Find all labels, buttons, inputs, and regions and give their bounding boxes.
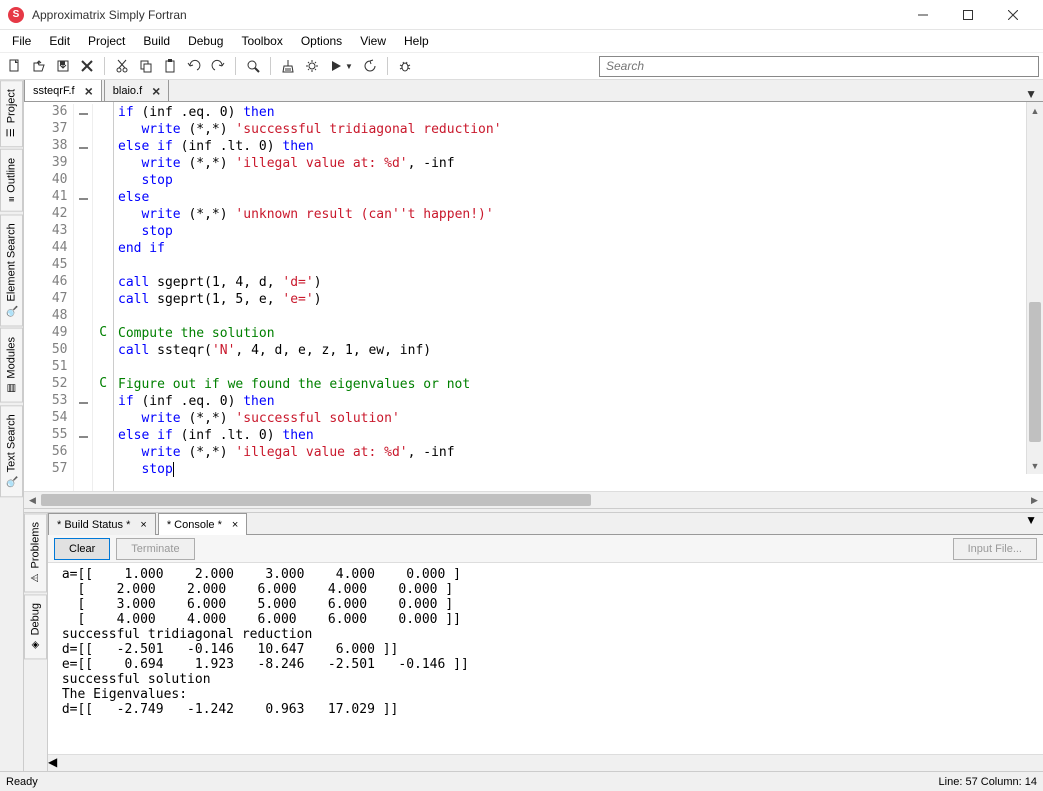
close-file-icon[interactable] [76,55,98,77]
clear-button[interactable]: Clear [54,538,110,560]
menu-debug[interactable]: Debug [180,32,231,50]
side-tab-outline[interactable]: ≡Outline [0,149,23,212]
side-tab-modules[interactable]: ▤Modules [0,328,23,403]
scrollbar-thumb-h[interactable] [41,494,591,506]
input-file-button[interactable]: Input File... [953,538,1037,560]
refresh-icon[interactable] [359,55,381,77]
window-title: Approximatrix Simply Fortran [32,8,900,22]
menu-project[interactable]: Project [80,32,133,50]
bottom-tab-bar: * Build Status * × * Console * × ▼ [48,513,1043,535]
editor-scrollbar-vertical[interactable]: ▲ ▼ [1026,102,1043,474]
menu-view[interactable]: View [352,32,394,50]
editor-gutter: 3637383940414243444546474849505152535455… [24,102,114,491]
copy-icon[interactable] [135,55,157,77]
editor-tab[interactable]: blaio.f × [104,80,170,101]
menu-file[interactable]: File [4,32,39,50]
bottom-side-tab-debug[interactable]: ◈Debug [24,594,47,659]
save-file-icon[interactable] [52,55,74,77]
menu-edit[interactable]: Edit [41,32,78,50]
close-icon[interactable]: × [140,519,146,531]
side-tab-element-search[interactable]: 🔍Element Search [0,214,23,326]
bottom-tabs-dropdown-icon[interactable]: ▼ [1019,513,1043,534]
tab-label: ssteqrF.f [33,85,75,97]
menu-options[interactable]: Options [293,32,350,50]
terminate-button[interactable]: Terminate [116,538,194,560]
tabs-dropdown-icon[interactable]: ▼ [1019,87,1043,101]
paste-icon[interactable] [159,55,181,77]
tab-label: * Console * [167,519,222,531]
side-tab-project[interactable]: ☰Project [0,80,23,147]
find-icon[interactable] [242,55,264,77]
menu-build[interactable]: Build [135,32,178,50]
close-button[interactable] [990,0,1035,30]
bottom-tab[interactable]: * Build Status * × [48,513,156,535]
toolbar: ▼ [0,52,1043,80]
close-icon[interactable]: × [152,83,160,99]
left-side-tabs: ☰Project≡Outline🔍Element Search▤Modules🔍… [0,80,24,771]
status-right: Line: 57 Column: 14 [939,776,1037,788]
code-editor[interactable]: if (inf .eq. 0) then write (*,*) 'succes… [114,102,1043,491]
status-left: Ready [6,776,38,788]
title-bar: S Approximatrix Simply Fortran [0,0,1043,30]
new-file-icon[interactable] [4,55,26,77]
menu-help[interactable]: Help [396,32,437,50]
editor-scrollbar-horizontal[interactable]: ◀ ▶ [24,491,1043,508]
cut-icon[interactable] [111,55,133,77]
bottom-side-tabs: ⚠Problems◈Debug [24,513,48,771]
redo-icon[interactable] [207,55,229,77]
side-tab-text-search[interactable]: 🔍Text Search [0,405,23,497]
undo-icon[interactable] [183,55,205,77]
open-file-icon[interactable] [28,55,50,77]
console-scrollbar-horizontal[interactable]: ◀ ▶ [48,754,1043,771]
clean-icon[interactable] [277,55,299,77]
scrollbar-thumb[interactable] [1029,302,1041,442]
maximize-button[interactable] [945,0,990,30]
editor-tab-bar: ssteqrF.f × blaio.f × ▼ [24,80,1043,102]
editor-tab[interactable]: ssteqrF.f × [24,80,102,101]
build-icon[interactable] [301,55,323,77]
tab-label: * Build Status * [57,519,130,531]
tab-label: blaio.f [113,85,142,97]
console-output: a=[[ 1.000 2.000 3.000 4.000 0.000 ] [ 2… [48,563,1043,754]
close-icon[interactable]: × [232,519,238,531]
close-icon[interactable]: × [85,83,93,99]
run-icon[interactable]: ▼ [325,55,357,77]
search-input[interactable] [599,56,1039,77]
app-icon: S [8,7,24,23]
minimize-button[interactable] [900,0,945,30]
console-toolbar: Clear Terminate Input File... [48,535,1043,563]
bottom-side-tab-problems[interactable]: ⚠Problems [24,513,47,592]
menu-bar: FileEditProjectBuildDebugToolboxOptionsV… [0,30,1043,52]
debug-icon[interactable] [394,55,416,77]
status-bar: Ready Line: 57 Column: 14 [0,771,1043,791]
menu-toolbox[interactable]: Toolbox [233,32,290,50]
bottom-tab[interactable]: * Console * × [158,513,247,535]
